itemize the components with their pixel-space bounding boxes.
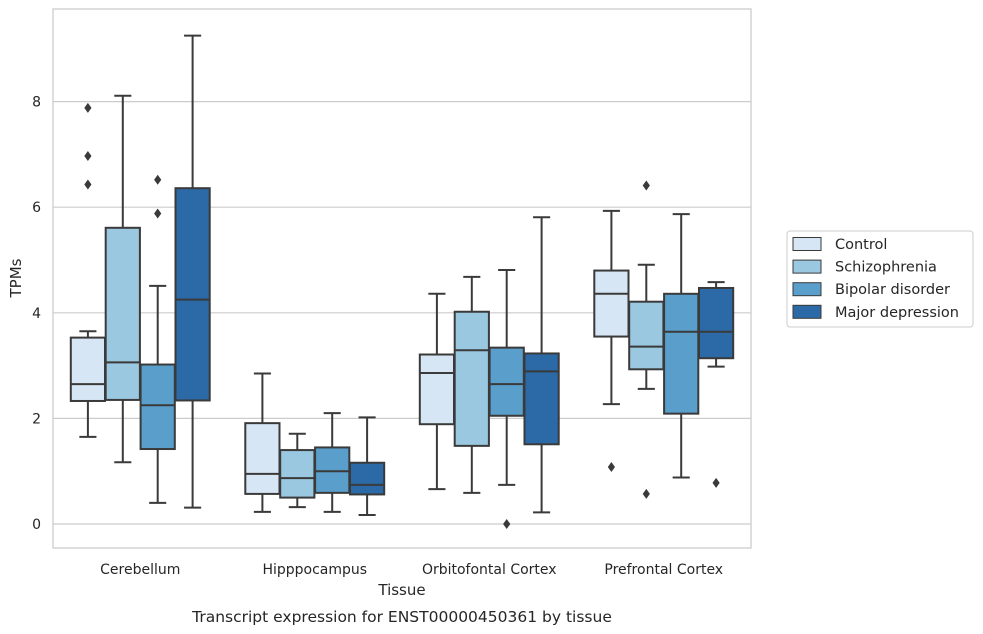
figure-caption: Transcript expression for ENST0000045036… <box>191 608 612 626</box>
series-bipolar-disorder <box>139 174 700 529</box>
y-tick-label: 0 <box>32 517 41 533</box>
outlier-point <box>642 180 650 191</box>
box <box>628 180 665 499</box>
x-tick-label: Orbitofontal Cortex <box>422 562 557 578</box>
box <box>104 94 141 464</box>
legend-item: Schizophrenia <box>792 259 937 276</box>
y-tick-label: 2 <box>32 411 41 427</box>
box-series <box>69 34 735 529</box>
box-body <box>244 422 281 495</box>
legend-frame <box>786 230 974 328</box>
box <box>314 412 351 513</box>
legend-item: Control <box>792 237 887 253</box>
box-body <box>663 292 700 415</box>
y-tick-labels: 0 2 4 6 8 <box>32 95 41 533</box>
outlier-point <box>84 102 92 113</box>
legend-swatch <box>792 304 822 319</box>
box-body <box>139 363 176 451</box>
legend-item: Bipolar disorder <box>792 282 950 298</box>
box-body <box>697 286 735 360</box>
x-tick-label: Cerebellum <box>100 562 180 578</box>
box <box>418 292 456 491</box>
box <box>697 281 735 488</box>
x-tick-label: Hipppocampus <box>262 562 367 578</box>
box <box>663 213 700 479</box>
x-tick-label: Prefrontal Cortex <box>604 562 723 578</box>
y-tick-label: 8 <box>32 95 41 111</box>
legend-item: Major depression <box>792 304 959 321</box>
outlier-point <box>607 461 615 472</box>
box-body <box>279 449 316 499</box>
box <box>488 269 525 529</box>
box-body <box>174 187 211 402</box>
box-body <box>69 336 107 402</box>
box-body <box>593 269 630 338</box>
y-tick-label: 4 <box>32 306 41 322</box>
series-major-depression <box>174 34 735 517</box>
box-body <box>104 226 141 401</box>
box <box>453 275 490 494</box>
series-schizophrenia <box>104 94 665 509</box>
box <box>244 372 281 513</box>
legend-swatch <box>792 282 822 297</box>
box-body <box>523 352 560 446</box>
box <box>593 209 630 472</box>
box <box>279 432 316 509</box>
legend: Control Schizophrenia Bipolar disorder Majo… <box>786 230 974 328</box>
outlier-point <box>503 519 511 529</box>
box-body <box>348 461 386 496</box>
outlier-point <box>84 179 92 190</box>
outlier-point <box>712 477 720 488</box>
y-axis-label: TPMs <box>7 258 25 298</box>
outlier-point <box>154 174 162 185</box>
box-body <box>453 310 490 447</box>
outlier-point <box>154 208 162 219</box>
box <box>523 216 560 514</box>
box <box>139 174 176 504</box>
legend-label: Bipolar disorder <box>835 282 950 298</box>
box <box>348 416 386 517</box>
box-body <box>314 446 351 494</box>
x-axis-label: Tissue <box>377 581 425 599</box>
legend-swatch <box>792 237 822 251</box>
legend-label: Control <box>835 237 887 253</box>
outlier-point <box>642 488 650 499</box>
box-body <box>418 353 456 426</box>
legend-swatch <box>792 259 822 274</box>
box <box>174 34 211 509</box>
y-tick-label: 6 <box>32 200 41 216</box>
legend-label: Major depression <box>835 305 959 321</box>
legend-label: Schizophrenia <box>835 260 937 276</box>
plot-frame <box>52 8 752 549</box>
box-body <box>628 300 665 371</box>
box <box>69 102 107 438</box>
box-body <box>488 346 525 417</box>
x-tick-labels: Cerebellum Hipppocampus Orbitofontal Corte… <box>100 562 723 578</box>
outlier-point <box>84 150 92 161</box>
